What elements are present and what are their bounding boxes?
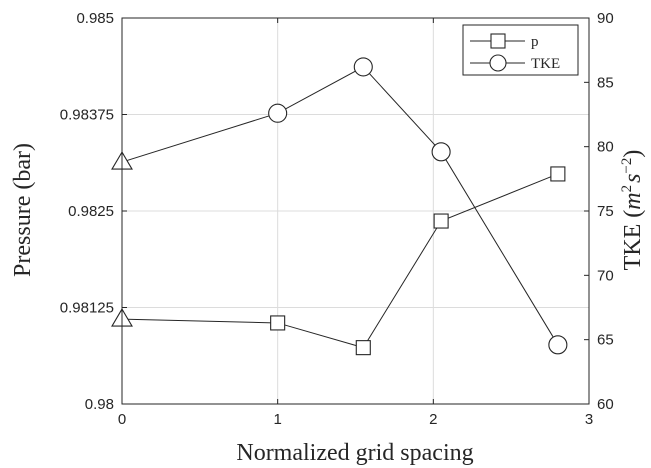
y-left-tick-label: 0.98125 xyxy=(60,300,114,317)
y-left-tick-label: 0.98 xyxy=(85,396,114,413)
legend-label-p: p xyxy=(531,34,539,50)
left-y-axis-title: Pressure (bar) xyxy=(10,143,36,277)
x-tick-label: 0 xyxy=(118,411,126,428)
y-left-tick-label: 0.985 xyxy=(76,10,114,27)
axis-ticks: 0 1 2 3 0.98 0.98125 0.9825 0.98375 0.985 60 65 70 7… xyxy=(60,10,614,428)
legend-box xyxy=(462,24,579,76)
circle-marker xyxy=(268,103,288,123)
y-right-tick-label: 80 xyxy=(597,139,614,156)
y-left-tick-label: 0.9825 xyxy=(68,203,114,220)
circle-marker xyxy=(431,142,451,162)
square-marker xyxy=(433,213,449,229)
square-marker xyxy=(270,315,286,331)
right-y-title-unit-m-exp: 2 xyxy=(619,185,635,193)
y-left-tick-label: 0.98375 xyxy=(60,107,114,124)
grid-lines xyxy=(121,17,590,405)
right-y-title-unit-s-exp: −2 xyxy=(619,158,635,174)
x-tick-label: 3 xyxy=(585,411,593,428)
y-right-tick-label: 60 xyxy=(597,396,614,413)
circle-marker xyxy=(548,335,568,355)
square-marker xyxy=(355,340,371,356)
right-y-title-unit-m: m xyxy=(620,192,646,209)
legend: p TKE xyxy=(462,24,579,76)
y-right-tick-label: 70 xyxy=(597,267,614,284)
x-axis-title: Normalized grid spacing xyxy=(236,440,473,466)
y-right-tick-label: 65 xyxy=(597,332,614,349)
x-tick-label: 2 xyxy=(429,411,437,428)
legend-marker-square xyxy=(490,33,506,49)
series-line-p xyxy=(121,173,559,349)
legend-label-tke: TKE xyxy=(531,56,560,72)
y-right-tick-label: 85 xyxy=(597,74,614,91)
series-layer xyxy=(111,57,568,356)
y-right-tick-label: 90 xyxy=(597,10,614,27)
right-y-title-suffix: ) xyxy=(620,150,646,158)
right-y-title-unit-s: s xyxy=(620,174,646,183)
right-y-axis-title: TKE (m2 s−2) xyxy=(619,150,646,271)
square-marker xyxy=(550,166,566,182)
series-line-tke xyxy=(121,66,559,346)
legend-marker-circle xyxy=(489,54,507,72)
y-right-tick-label: 75 xyxy=(597,203,614,220)
circle-marker xyxy=(353,57,373,77)
x-tick-label: 1 xyxy=(273,411,281,428)
right-y-title-prefix: TKE ( xyxy=(620,210,646,271)
